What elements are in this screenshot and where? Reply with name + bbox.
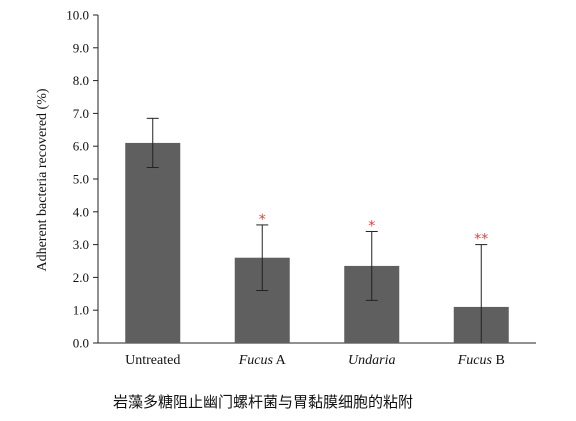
- figure-caption: 岩藻多糖阻止幽门螺杆菌与胃黏膜细胞的粘附: [113, 393, 414, 411]
- bars: [125, 142, 509, 343]
- x-category-label-prefix: Undaria: [348, 353, 395, 368]
- y-tick-label: 10.0: [66, 8, 89, 23]
- x-category-label-suffix: B: [492, 353, 505, 368]
- y-axis-title: Adherent bacteria recovered (%): [35, 88, 50, 271]
- x-category-label: Fucus B: [457, 353, 505, 368]
- y-tick-label: 0.0: [73, 336, 89, 351]
- y-tick-label: 8.0: [73, 73, 89, 88]
- x-category-label: Untreated: [125, 353, 180, 368]
- y-tick-label: 4.0: [73, 204, 89, 219]
- y-tick-label: 9.0: [73, 40, 89, 55]
- significance-markers: * ***: [259, 212, 489, 248]
- y-tick-label: 5.0: [73, 172, 89, 187]
- y-tick-label: 6.0: [73, 139, 89, 154]
- x-category-label-suffix: A: [273, 353, 287, 368]
- y-tick-label: 2.0: [73, 270, 89, 285]
- significance-marker: *: [259, 212, 266, 228]
- x-category-label: Undaria: [348, 353, 395, 368]
- x-category-label-prefix: Fucus: [238, 353, 274, 368]
- bar: [125, 142, 181, 343]
- error-bars: [146, 117, 488, 343]
- significance-marker: **: [474, 232, 488, 248]
- y-tick-label: 1.0: [73, 303, 89, 318]
- significance-marker: *: [368, 218, 375, 234]
- y-ticks: 0.0 1.0 2.0 3.0 4.0 5.0 6.0 7.0 8.0 9.0 10.0: [66, 8, 98, 351]
- x-category-label-prefix: Fucus: [457, 353, 493, 368]
- x-category-labels: Untreated Fucus A Undaria Fucus B: [125, 353, 505, 368]
- y-tick-label: 7.0: [73, 106, 89, 121]
- x-category-label-prefix: Untreated: [125, 353, 180, 368]
- y-tick-label: 3.0: [73, 237, 89, 252]
- x-category-label: Fucus A: [238, 353, 287, 368]
